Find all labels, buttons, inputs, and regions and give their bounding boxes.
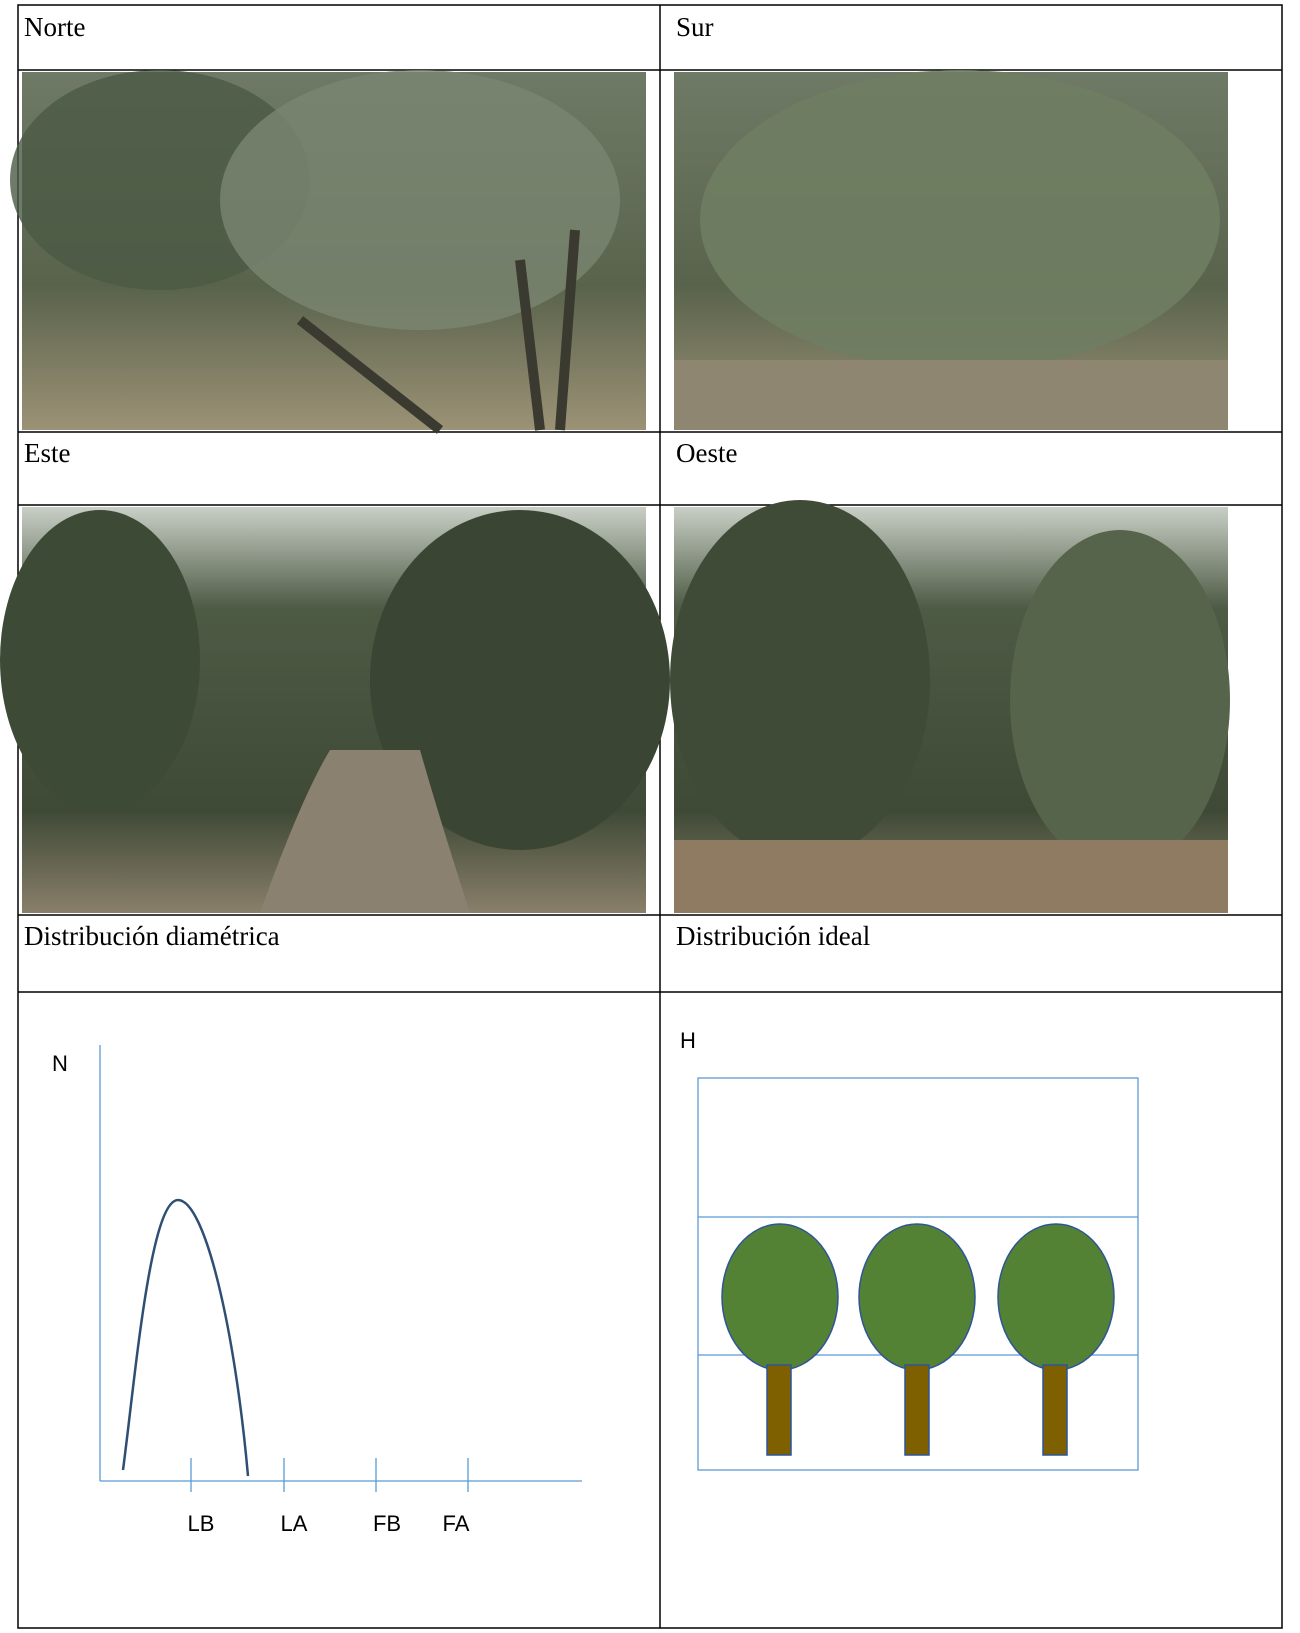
tick-label: FB <box>373 1511 401 1536</box>
foliage <box>700 70 1220 370</box>
photo-norte <box>10 70 646 430</box>
crown <box>859 1224 975 1370</box>
trunk <box>905 1365 929 1455</box>
trunk <box>1043 1365 1067 1455</box>
tick-label: LB <box>188 1511 215 1536</box>
tree <box>722 1224 838 1455</box>
photo-sur <box>674 70 1228 430</box>
cell-label: Oeste <box>676 438 737 468</box>
tick-label: FA <box>443 1511 470 1536</box>
cell-label: Sur <box>676 12 714 42</box>
ground <box>674 360 1228 430</box>
tick-label: LA <box>281 1511 308 1536</box>
tree <box>859 1224 975 1455</box>
distribution-curve <box>123 1200 248 1476</box>
photo-oeste <box>670 500 1230 913</box>
ground <box>674 840 1228 913</box>
foliage <box>1010 530 1230 870</box>
cell-label: Distribución diamétrica <box>24 921 280 951</box>
cell-label: Distribución ideal <box>676 921 870 951</box>
crown <box>722 1224 838 1370</box>
foliage <box>0 510 200 810</box>
ideal-diagram: H <box>680 1028 1138 1470</box>
cell-label: Norte <box>24 12 85 42</box>
diameter-diagram: N LB LA FB FA <box>52 1045 582 1536</box>
photo-este <box>0 507 670 913</box>
page: Norte Sur Este Oeste Distribución diamét… <box>0 0 1300 1633</box>
axis-label: N <box>52 1051 68 1076</box>
tree <box>998 1224 1114 1455</box>
axis-label: H <box>680 1028 696 1053</box>
foliage <box>670 500 930 860</box>
cell-label: Este <box>24 438 71 468</box>
trunk <box>767 1365 791 1455</box>
foliage <box>220 70 620 330</box>
crown <box>998 1224 1114 1370</box>
